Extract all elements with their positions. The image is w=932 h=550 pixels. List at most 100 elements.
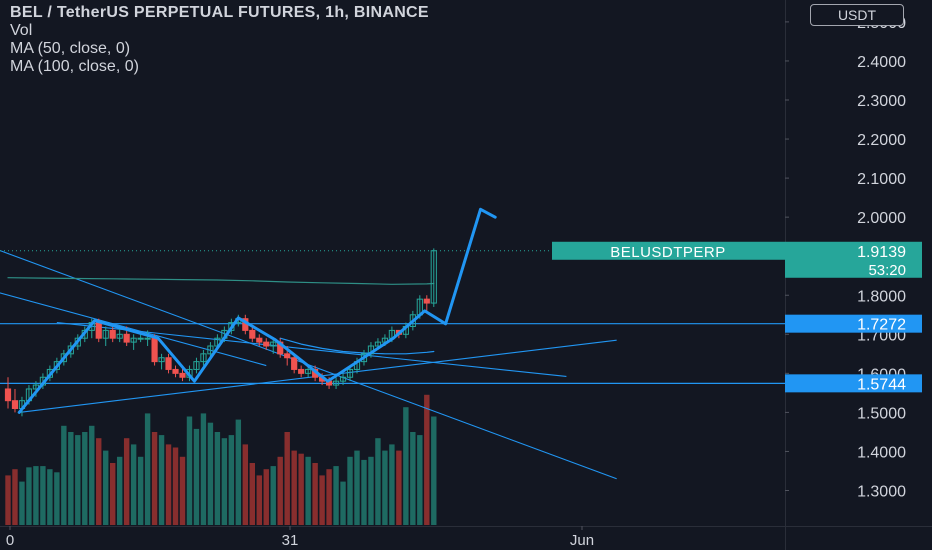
level-badge-value: 1.7272 bbox=[857, 317, 906, 334]
price-tick-label: 2.3000 bbox=[857, 93, 906, 110]
volume-indicator-label[interactable]: Vol bbox=[10, 22, 33, 39]
price-tick-label: 2.4000 bbox=[857, 54, 906, 71]
candle-body bbox=[423, 298, 430, 304]
volume-bar bbox=[130, 444, 137, 525]
level-badge bbox=[785, 374, 922, 393]
volume-bar bbox=[207, 422, 214, 525]
candle-body bbox=[263, 341, 270, 347]
volume-bar bbox=[144, 413, 151, 525]
volume-bar bbox=[235, 419, 242, 525]
volume-bar bbox=[312, 463, 318, 525]
candle-body bbox=[95, 322, 102, 339]
ma100-indicator-label[interactable]: MA (100, close, 0) bbox=[10, 58, 139, 75]
candle-body bbox=[158, 357, 165, 363]
candle-body bbox=[67, 345, 74, 355]
candle-body bbox=[374, 341, 382, 347]
price-tick-label: 2.0000 bbox=[857, 210, 906, 227]
candle-body bbox=[172, 368, 179, 374]
volume-bar bbox=[305, 456, 311, 525]
volume-bar bbox=[151, 432, 158, 525]
candle-body bbox=[137, 337, 144, 340]
candle-body bbox=[193, 361, 200, 370]
candle-body bbox=[270, 341, 277, 347]
symbol-title[interactable]: BEL / TetherUS PERPETUAL FUTURES, 1h, BI… bbox=[10, 4, 429, 21]
last-price-value: 1.9139 bbox=[857, 244, 906, 261]
volume-bar bbox=[165, 444, 172, 525]
volume-bar bbox=[417, 435, 423, 525]
candle-body bbox=[144, 337, 151, 340]
volume-bar bbox=[40, 466, 46, 525]
volume-bar bbox=[354, 450, 360, 525]
candle-body bbox=[284, 353, 291, 359]
volume-bar bbox=[19, 481, 25, 525]
last-price-badge bbox=[785, 241, 922, 278]
volume-bar bbox=[110, 463, 116, 525]
volume-bar bbox=[179, 456, 186, 525]
volume-bar bbox=[214, 432, 221, 525]
candle-body bbox=[102, 329, 109, 339]
candle-body bbox=[165, 357, 172, 370]
zigzag-line bbox=[17, 207, 497, 414]
candle-body bbox=[200, 353, 207, 363]
volume-bar bbox=[5, 475, 11, 525]
candle-body bbox=[291, 357, 298, 370]
ma50-indicator-label[interactable]: MA (50, close, 0) bbox=[10, 40, 131, 57]
volume-bar bbox=[186, 416, 193, 525]
volume-bar bbox=[347, 456, 353, 525]
volume-bar bbox=[249, 463, 255, 525]
trendline bbox=[56, 322, 567, 378]
volume-bar bbox=[298, 453, 304, 525]
chart-legend: BEL / TetherUS PERPETUAL FUTURES, 1h, BI… bbox=[10, 4, 429, 76]
volume-bar bbox=[424, 394, 430, 525]
volume-bar bbox=[291, 450, 297, 525]
candle-body bbox=[130, 337, 137, 343]
candle-body bbox=[430, 250, 437, 304]
currency-button[interactable]: USDT bbox=[810, 4, 904, 26]
candle-body bbox=[123, 333, 130, 343]
volume-bar bbox=[221, 438, 228, 525]
volume-bar bbox=[326, 469, 332, 525]
volume-bar bbox=[200, 413, 207, 525]
volume-bars bbox=[5, 394, 437, 525]
volume-bar bbox=[431, 416, 437, 525]
candle-body bbox=[60, 353, 67, 363]
volume-bar bbox=[284, 432, 290, 525]
candle-body bbox=[151, 337, 158, 363]
price-tick-label: 1.5000 bbox=[857, 405, 906, 422]
candle-body bbox=[256, 337, 263, 343]
volume-bar bbox=[172, 447, 179, 525]
volume-bar bbox=[270, 466, 276, 525]
candle-body bbox=[298, 368, 305, 374]
price-tick-label: 1.8000 bbox=[857, 288, 906, 305]
candle-body bbox=[346, 368, 354, 378]
volume-bar bbox=[75, 435, 81, 525]
price-tick-label: 1.3000 bbox=[857, 484, 906, 501]
volume-bar bbox=[256, 475, 262, 525]
volume-bar bbox=[82, 432, 88, 525]
volume-bar bbox=[361, 459, 367, 525]
price-tick-label: 1.4000 bbox=[857, 444, 906, 461]
volume-bar bbox=[333, 466, 339, 525]
volume-bar bbox=[389, 444, 395, 525]
volume-bar bbox=[26, 467, 32, 525]
volume-bar bbox=[33, 466, 39, 525]
volume-bar bbox=[368, 456, 374, 525]
volume-bar bbox=[228, 435, 235, 525]
symbol-tag-text: BELUSDTPERP bbox=[610, 244, 726, 261]
level-badge-value: 1.5744 bbox=[857, 376, 906, 393]
volume-bar bbox=[375, 438, 381, 525]
volume-bar bbox=[193, 428, 200, 525]
ma50-line bbox=[7, 277, 435, 285]
time-axis[interactable]: 0 31 Jun bbox=[6, 526, 594, 549]
price-tick-label: 2.2000 bbox=[857, 132, 906, 149]
volume-bar bbox=[89, 425, 95, 525]
ma100-line bbox=[279, 337, 435, 355]
volume-bar bbox=[410, 432, 416, 525]
volume-bar bbox=[242, 444, 249, 525]
volume-bar bbox=[263, 469, 269, 525]
volume-bar bbox=[403, 407, 409, 525]
candle-body bbox=[11, 400, 19, 409]
volume-bar bbox=[319, 475, 325, 525]
